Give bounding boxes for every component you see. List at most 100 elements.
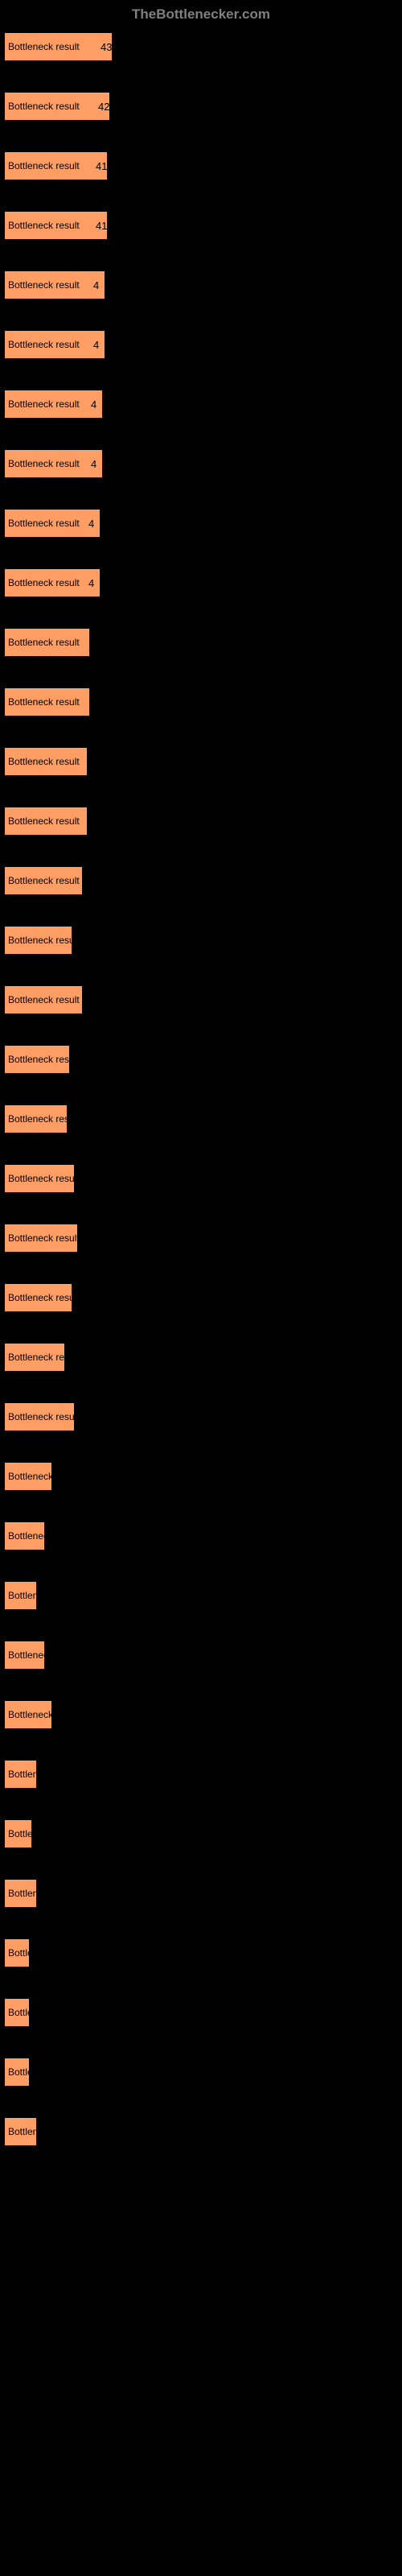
bar-label: Bottleneck result (8, 577, 80, 588)
bottleneck-bar: Bottlene (4, 1581, 37, 1610)
bar-row: Bottleneck (4, 1521, 402, 1550)
bottleneck-bar: Bottleneck result 4 (4, 449, 103, 478)
bar-row: Bottleneck resul (4, 1343, 402, 1372)
bar-value: 42 (98, 101, 109, 113)
bar-label: Bottleneck result (8, 1232, 80, 1244)
bar-row: Bottleneck result 4 (4, 449, 402, 478)
bar-row: Bottlene (4, 1760, 402, 1789)
bottleneck-bar: Bottleneck result (4, 628, 90, 657)
bar-row: Bottler (4, 1819, 402, 1848)
bottleneck-bar: Bottleneck result (4, 1164, 75, 1193)
bottleneck-bar: Bottler (4, 1819, 32, 1848)
bar-row: Bottleneck result 4 (4, 509, 402, 538)
bar-label: Bottleneck result (8, 815, 80, 827)
bar-row: Bottle (4, 2058, 402, 2087)
bar-row: Bottleneck result41 (4, 151, 402, 180)
bottleneck-bar: Bottleneck result (4, 1224, 78, 1253)
bar-value: 4 (88, 577, 94, 589)
bottleneck-bar: Bottleneck result (4, 1402, 75, 1431)
site-header: TheBottlenecker.com (0, 6, 402, 23)
bar-label: Bottleneck re (8, 1471, 64, 1482)
bar-label: Bottleneck resul (8, 1352, 76, 1363)
bar-label: Bottleneck result (8, 160, 80, 171)
bar-value: 4 (91, 458, 96, 470)
bar-row: Bottleneck result43 (4, 32, 402, 61)
bar-value: 4 (88, 518, 94, 530)
bar-row: Bottle (4, 1998, 402, 2027)
bar-label: Bottleneck result (8, 637, 80, 648)
bar-row: Bottleneck result (4, 1402, 402, 1431)
bar-row: Bottleneck result4 (4, 390, 402, 419)
bar-label: Bottleneck result (8, 101, 80, 112)
bottleneck-bar: Bottleneck result (4, 1104, 68, 1133)
bar-label: Bottlene (8, 2126, 43, 2137)
bar-row: Bottleneck result 41 (4, 211, 402, 240)
bottleneck-bar: Bottleneck resul (4, 1343, 65, 1372)
bottleneck-bar: Bottleneck result 4 (4, 509, 100, 538)
bottleneck-bar: Bottleneck result (4, 866, 83, 895)
bar-label: Bottleneck (8, 1649, 53, 1661)
bar-value: 41 (96, 220, 107, 232)
bar-row: Bottleneck result (4, 747, 402, 776)
bottleneck-bar: Bottlene (4, 1760, 37, 1789)
bar-row: Bottlene (4, 2117, 402, 2146)
bar-label: Bottlene (8, 1769, 43, 1780)
bar-row: Bottle (4, 1938, 402, 1967)
bar-row: Bottleneck result (4, 1045, 402, 1074)
bar-row: Bottleneck result (4, 985, 402, 1014)
bottleneck-bar: Bottleneck result 4 (4, 568, 100, 597)
bottleneck-bar: Bottleneck result (4, 687, 90, 716)
bar-label: Bottleneck result (8, 279, 80, 291)
bottleneck-bar: Bottle (4, 1998, 30, 2027)
bar-label: Bottleneck result (8, 1113, 80, 1125)
bar-row: Bottleneck (4, 1641, 402, 1670)
bar-label: Bottleneck result (8, 1292, 80, 1303)
bar-value: 43 (100, 41, 112, 53)
bottleneck-bar: Bottle (4, 2058, 30, 2087)
bar-label: Bottleneck result (8, 1173, 80, 1184)
bar-row: Bottlene (4, 1581, 402, 1610)
bottleneck-bar: Bottleneck result4 (4, 390, 103, 419)
bottleneck-bar: Bottleneck result43 (4, 32, 113, 61)
bottleneck-bar: Bottleneck result (4, 926, 72, 955)
bar-label: Bottleneck result (8, 339, 80, 350)
bar-row: Bottleneck result (4, 1224, 402, 1253)
bottleneck-bar: Bottleneck result 42 (4, 92, 110, 121)
bar-label: Bottleneck (8, 1530, 53, 1542)
bottleneck-bar: Bottleneck result 4 (4, 270, 105, 299)
bar-row: Bottleneck result (4, 866, 402, 895)
bottleneck-bar: Bottleneck result (4, 1045, 70, 1074)
bar-row: Bottleneck result (4, 687, 402, 716)
bar-label: Bottleneck result (8, 220, 80, 231)
bottleneck-chart: Bottleneck result43Bottleneck result42Bo… (0, 32, 402, 2146)
bar-label: Bottle (8, 2007, 33, 2018)
bar-row: Bottleneck re (4, 1462, 402, 1491)
bottleneck-bar: Bottlene (4, 2117, 37, 2146)
bottleneck-bar: Bottlene (4, 1879, 37, 1908)
bar-label: Bottleneck result (8, 518, 80, 529)
bottleneck-bar: Bottleneck re (4, 1462, 52, 1491)
bar-row: Bottlene (4, 1879, 402, 1908)
bar-label: Bottleneck re (8, 1709, 64, 1720)
bar-label: Bottleneck result (8, 696, 80, 708)
bar-label: Bottleneck result (8, 875, 80, 886)
bottleneck-bar: Bottle (4, 1938, 30, 1967)
bottleneck-bar: Bottleneck result41 (4, 151, 108, 180)
bottleneck-bar: Bottleneck (4, 1641, 45, 1670)
bottleneck-bar: Bottleneck result (4, 747, 88, 776)
bar-value: 4 (93, 339, 99, 351)
bottleneck-bar: Bottleneck re (4, 1700, 52, 1729)
bar-row: Bottleneck result (4, 1164, 402, 1193)
bar-label: Bottleneck result (8, 756, 80, 767)
bar-row: Bottleneck result (4, 1283, 402, 1312)
bar-row: Bottleneck re (4, 1700, 402, 1729)
bar-label: Bottleneck result (8, 458, 80, 469)
bar-label: Bottleneck result (8, 1054, 80, 1065)
bar-row: Bottleneck result (4, 628, 402, 657)
bar-row: Bottleneck result (4, 1104, 402, 1133)
bar-label: Bottleneck result (8, 1411, 80, 1422)
bar-label: Bottle (8, 1947, 33, 1959)
bottleneck-bar: Bottleneck (4, 1521, 45, 1550)
bar-value: 4 (93, 279, 99, 291)
bottleneck-bar: Bottleneck result (4, 1283, 72, 1312)
